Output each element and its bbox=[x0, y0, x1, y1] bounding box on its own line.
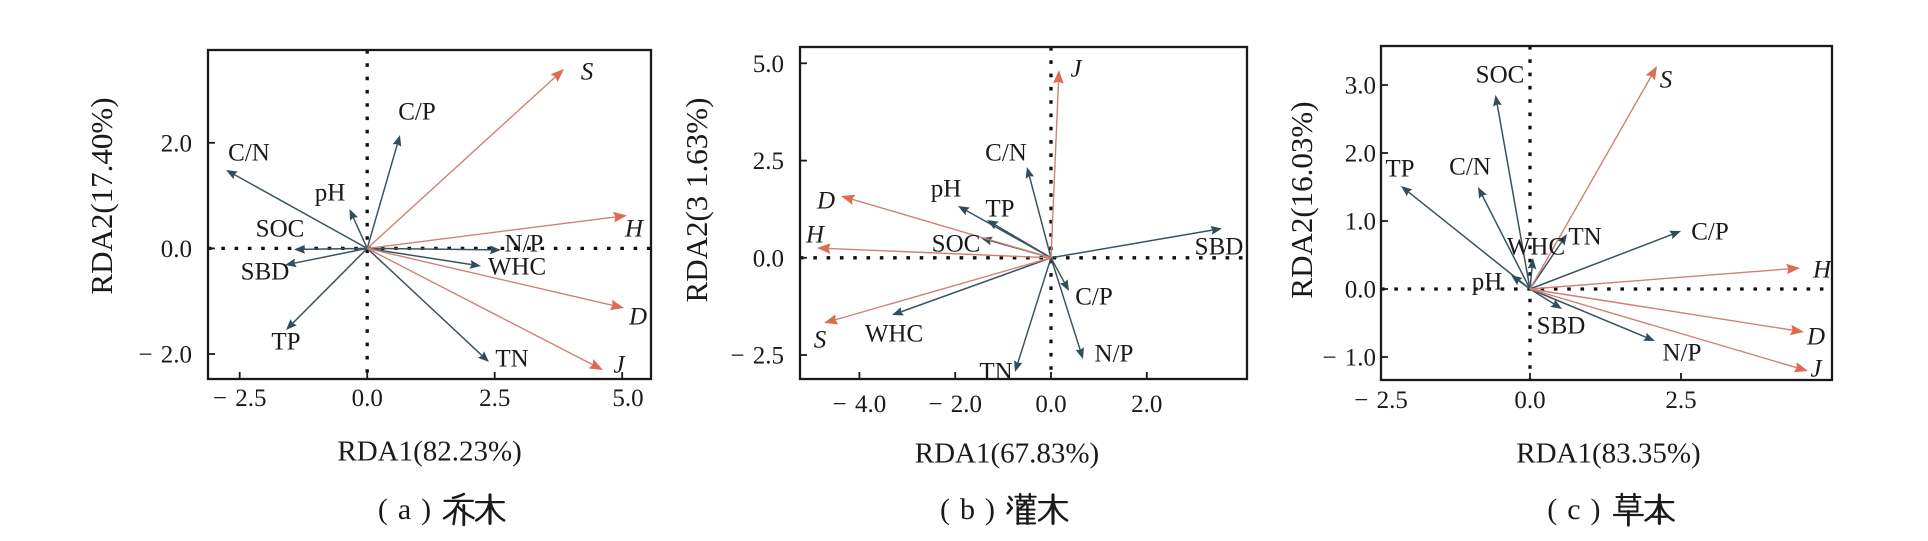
svg-text:SOC: SOC bbox=[932, 231, 981, 258]
svg-text:2.5: 2.5 bbox=[753, 148, 784, 175]
svg-text:0.0: 0.0 bbox=[1035, 391, 1066, 418]
svg-text:S: S bbox=[1660, 67, 1673, 94]
svg-text:2.5: 2.5 bbox=[479, 385, 510, 412]
svg-text:pH: pH bbox=[315, 180, 346, 207]
svg-text:TP: TP bbox=[271, 329, 300, 356]
svg-text:pH: pH bbox=[931, 176, 962, 203]
svg-text:SBD: SBD bbox=[1195, 234, 1244, 261]
svg-text:J: J bbox=[1070, 56, 1083, 83]
svg-text:− 2.0: − 2.0 bbox=[928, 391, 982, 418]
svg-text:C/P: C/P bbox=[398, 99, 436, 126]
svg-text:0.0: 0.0 bbox=[1514, 387, 1545, 414]
svg-text:RDA2(17.40%): RDA2(17.40%) bbox=[84, 97, 119, 294]
svg-text:C/P: C/P bbox=[1075, 284, 1113, 311]
svg-text:0.0: 0.0 bbox=[753, 245, 784, 272]
svg-text:SBD: SBD bbox=[241, 259, 290, 286]
svg-text:N/P: N/P bbox=[1663, 340, 1702, 367]
svg-text:2.0: 2.0 bbox=[1345, 141, 1376, 168]
svg-text:TN: TN bbox=[979, 359, 1012, 386]
svg-text:WHC: WHC bbox=[1507, 234, 1565, 261]
svg-text:( c ): ( c ) bbox=[1547, 493, 1600, 526]
svg-text:TN: TN bbox=[495, 346, 528, 373]
svg-text:− 2.5: − 2.5 bbox=[1354, 387, 1408, 414]
svg-text:2.0: 2.0 bbox=[161, 130, 192, 157]
svg-text:D: D bbox=[816, 188, 835, 215]
svg-text:H: H bbox=[624, 216, 645, 243]
svg-text:( b ): ( b ) bbox=[940, 493, 995, 526]
svg-text:2.5: 2.5 bbox=[1665, 387, 1696, 414]
svg-text:5.0: 5.0 bbox=[753, 51, 784, 78]
svg-text:RDA2(16.03%): RDA2(16.03%) bbox=[1284, 101, 1319, 298]
svg-text:− 1.0: − 1.0 bbox=[1322, 345, 1376, 372]
svg-text:1.0: 1.0 bbox=[1345, 209, 1376, 236]
svg-text:pH: pH bbox=[1472, 269, 1503, 296]
svg-text:J: J bbox=[613, 352, 626, 379]
svg-text:N/P: N/P bbox=[505, 231, 544, 258]
svg-text:C/N: C/N bbox=[1449, 154, 1491, 181]
svg-text:J: J bbox=[1810, 356, 1823, 383]
svg-text:5.0: 5.0 bbox=[612, 385, 643, 412]
svg-text:SOC: SOC bbox=[1476, 62, 1525, 89]
svg-text:H: H bbox=[1812, 257, 1833, 284]
svg-text:0.0: 0.0 bbox=[161, 236, 192, 263]
svg-text:− 2.5: − 2.5 bbox=[730, 343, 784, 370]
svg-text:RDA1(67.83%): RDA1(67.83%) bbox=[915, 438, 1099, 470]
svg-text:WHC: WHC bbox=[865, 321, 923, 348]
svg-text:SBD: SBD bbox=[1537, 313, 1586, 340]
svg-text:D: D bbox=[1806, 324, 1825, 351]
svg-text:H: H bbox=[805, 222, 826, 249]
svg-text:S: S bbox=[581, 59, 594, 86]
svg-text:N/P: N/P bbox=[1095, 341, 1134, 368]
svg-text:0.0: 0.0 bbox=[352, 385, 383, 412]
svg-text:WHC: WHC bbox=[488, 254, 546, 281]
svg-text:C/P: C/P bbox=[1691, 219, 1729, 246]
svg-text:C/N: C/N bbox=[985, 140, 1027, 167]
svg-text:− 4.0: − 4.0 bbox=[833, 391, 887, 418]
svg-text:− 2.0: − 2.0 bbox=[138, 342, 192, 369]
svg-text:− 2.5: − 2.5 bbox=[213, 385, 267, 412]
svg-text:TP: TP bbox=[985, 196, 1014, 223]
svg-text:C/N: C/N bbox=[228, 140, 270, 167]
svg-text:RDA1(82.23%): RDA1(82.23%) bbox=[337, 436, 521, 468]
svg-text:2.0: 2.0 bbox=[1131, 391, 1162, 418]
svg-text:SOC: SOC bbox=[256, 216, 305, 243]
svg-text:3.0: 3.0 bbox=[1345, 73, 1376, 100]
svg-text:TP: TP bbox=[1385, 156, 1414, 183]
svg-text:RDA2(3 1.63%): RDA2(3 1.63%) bbox=[679, 98, 714, 303]
svg-text:TN: TN bbox=[1568, 224, 1601, 251]
svg-text:0.0: 0.0 bbox=[1345, 277, 1376, 304]
svg-text:D: D bbox=[628, 304, 647, 331]
svg-text:( a ): ( a ) bbox=[378, 493, 431, 526]
svg-text:RDA1(83.35%): RDA1(83.35%) bbox=[1516, 438, 1700, 470]
svg-text:S: S bbox=[814, 327, 827, 354]
